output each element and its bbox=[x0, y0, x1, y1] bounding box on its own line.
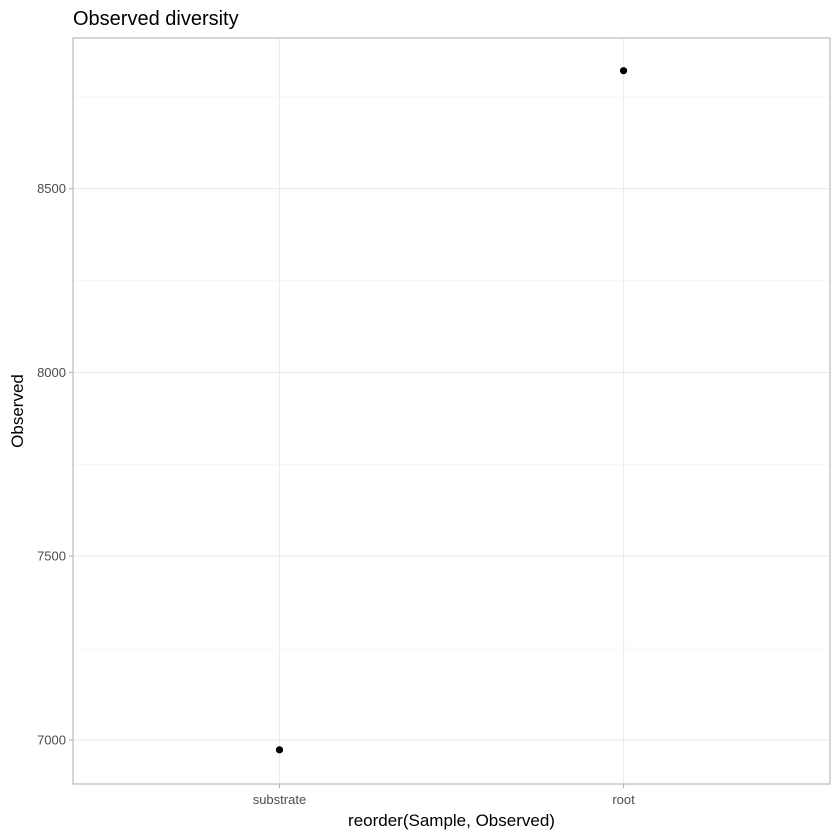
x-axis-title: reorder(Sample, Observed) bbox=[348, 811, 555, 830]
x-tick-label: substrate bbox=[253, 792, 306, 807]
x-tick-label: root bbox=[612, 792, 635, 807]
data-point-root bbox=[619, 67, 628, 75]
panel-border bbox=[72, 37, 831, 785]
major-gridlines bbox=[73, 38, 830, 784]
data-point-substrate bbox=[275, 746, 284, 754]
x-axis-ticks: substrate root bbox=[253, 784, 635, 807]
data-points bbox=[275, 67, 628, 754]
y-tick-label: 7000 bbox=[37, 732, 66, 747]
y-tick-label: 8500 bbox=[37, 181, 66, 196]
y-tick-label: 7500 bbox=[37, 549, 66, 564]
y-axis-ticks: 7000 7500 8000 8500 bbox=[37, 181, 73, 747]
minor-gridlines bbox=[73, 96, 830, 649]
y-axis-title: Observed bbox=[8, 374, 27, 448]
y-tick-label: 8000 bbox=[37, 365, 66, 380]
chart-title: Observed diversity bbox=[73, 8, 239, 30]
